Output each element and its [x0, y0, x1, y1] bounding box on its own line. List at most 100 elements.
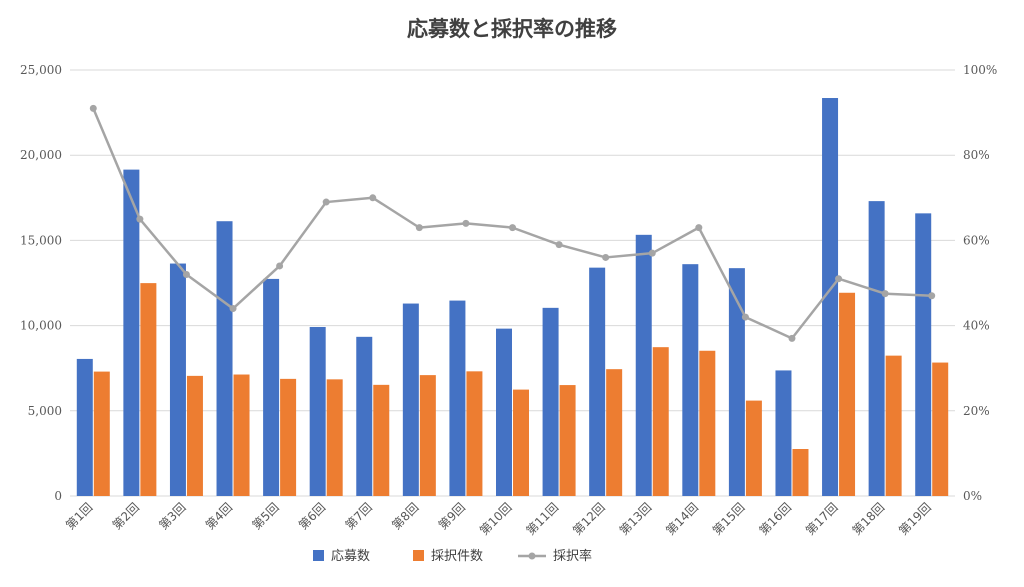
chart-title: 応募数と採択率の推移 [407, 17, 617, 41]
bar-applications [402, 303, 419, 496]
rate-point [322, 198, 330, 206]
bar-adopted [233, 374, 250, 496]
bar-adopted [186, 375, 203, 496]
category-label: 第1回 [63, 500, 95, 532]
category-label: 第7回 [343, 500, 375, 532]
bar-adopted [466, 371, 483, 496]
left-tick-label: 25,000 [20, 63, 62, 77]
right-tick-label: 80% [963, 148, 990, 162]
rate-point [415, 224, 423, 232]
bar-applications [635, 234, 652, 496]
rate-point [509, 224, 516, 232]
category-label: 第10回 [477, 500, 515, 538]
bar-applications [915, 213, 932, 496]
bar-adopted [885, 355, 902, 496]
rate-point [136, 215, 144, 223]
right-tick-label: 100% [963, 63, 997, 77]
rate-point [741, 313, 749, 321]
bar-adopted [559, 385, 576, 496]
category-label: 第4回 [203, 500, 235, 532]
bar-applications [76, 358, 93, 496]
legend-label: 採択件数 [431, 549, 483, 564]
right-tick-label: 60% [963, 233, 990, 247]
bar-adopted [745, 400, 762, 496]
rate-point [695, 224, 703, 232]
bar-adopted [699, 350, 716, 496]
bar-adopted [652, 347, 669, 496]
bar-applications [216, 221, 233, 497]
bar-adopted [932, 362, 949, 496]
bar-adopted [326, 379, 343, 496]
rate-point [229, 305, 237, 313]
category-label: 第19回 [896, 500, 934, 538]
bar-adopted [606, 369, 623, 496]
category-label: 第6回 [296, 500, 328, 532]
bar-applications [263, 278, 280, 496]
legend: 応募数 採択件数 採択率 [313, 548, 592, 564]
category-label: 第12回 [570, 500, 608, 538]
bar-applications [682, 264, 699, 496]
left-axis-ticks: 0 5,000 10,000 15,000 20,000 25,000 [20, 63, 62, 503]
rate-point [182, 270, 190, 278]
bar-applications [868, 201, 885, 496]
left-tick-label: 0 [54, 489, 62, 503]
bars [76, 98, 949, 497]
bar-adopted [280, 378, 297, 496]
bar-applications [775, 370, 792, 496]
bar-adopted [792, 449, 809, 496]
left-tick-label: 20,000 [20, 148, 62, 162]
rate-point [276, 262, 284, 270]
right-tick-label: 20% [963, 404, 990, 418]
category-label: 第17回 [803, 500, 841, 538]
category-label: 第9回 [436, 500, 468, 532]
bar-adopted [839, 292, 856, 496]
bar-adopted [513, 389, 529, 496]
bar-applications [123, 169, 140, 496]
category-label: 第15回 [710, 500, 748, 538]
category-label: 第8回 [389, 500, 421, 532]
rate-point [89, 104, 97, 112]
rate-point [788, 334, 796, 342]
bar-applications [356, 336, 373, 496]
category-label: 第18回 [850, 500, 888, 538]
rate-point [555, 241, 563, 249]
bar-applications [169, 263, 186, 496]
legend-label: 応募数 [331, 549, 370, 564]
bar-adopted [373, 384, 390, 496]
bar-applications [822, 98, 839, 496]
rate-point [602, 253, 610, 261]
rate-point [462, 219, 470, 227]
rate-line [89, 104, 936, 342]
category-label: 第13回 [617, 500, 655, 538]
bar-adopted [140, 283, 157, 496]
category-label: 第16回 [756, 500, 794, 538]
rate-point [648, 249, 656, 257]
right-tick-label: 40% [963, 319, 990, 333]
category-labels: 第1回 第2回 第3回 第4回 第5回 第6回 第7回 第8回 第9回 第10回 第11回 第12回第… [63, 500, 934, 538]
legend-swatch-adopted [413, 550, 424, 561]
bar-applications [449, 300, 466, 496]
category-label: 第5回 [249, 500, 281, 532]
bar-applications [589, 267, 606, 496]
bar-adopted [419, 375, 436, 496]
legend-label: 採択率 [553, 548, 592, 564]
rate-point [928, 292, 936, 300]
bar-applications [728, 268, 745, 496]
left-tick-label: 10,000 [20, 319, 62, 333]
right-axis-ticks: 0% 20% 40% 60% 80% 100% [963, 63, 997, 503]
rate-point [369, 194, 377, 202]
bar-applications [309, 326, 326, 496]
left-tick-label: 15,000 [20, 233, 62, 247]
category-label: 第11回 [524, 500, 562, 538]
legend-swatch-applications [313, 550, 324, 561]
right-tick-label: 0% [963, 489, 982, 503]
rate-point [881, 290, 889, 298]
left-tick-label: 5,000 [28, 404, 62, 418]
category-label: 第2回 [110, 500, 142, 532]
bar-applications [496, 328, 512, 496]
legend-swatch-rate-marker [528, 552, 536, 560]
category-label: 第3回 [156, 500, 188, 532]
category-label: 第14回 [663, 500, 701, 538]
bar-adopted [93, 371, 110, 496]
